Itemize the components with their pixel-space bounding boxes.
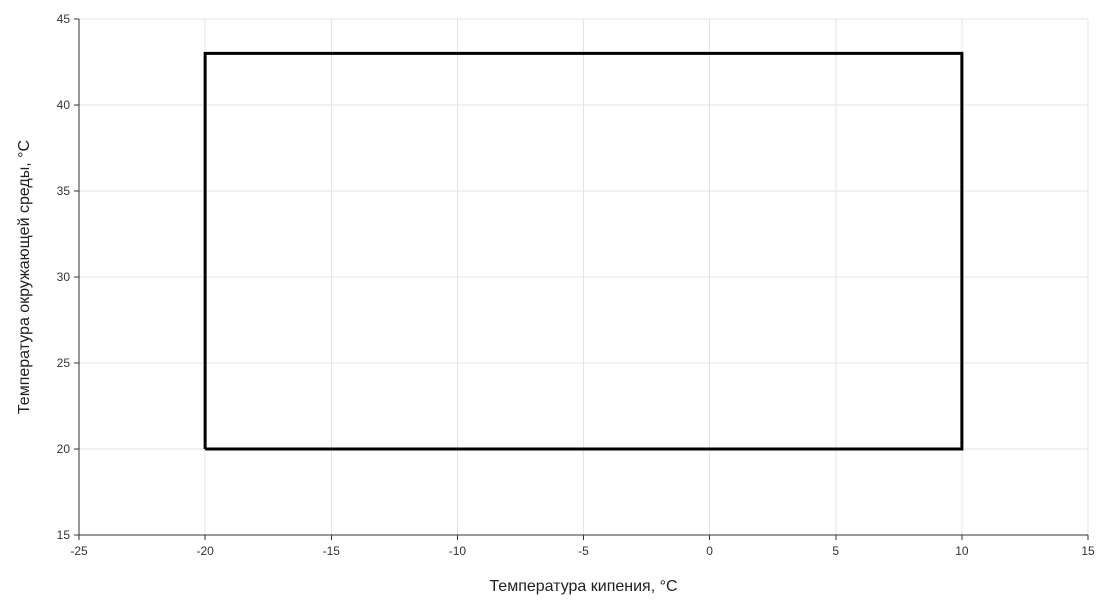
x-tick-label: 10 <box>955 544 969 558</box>
y-axis-title: Температура окружающей среды, °C <box>16 140 33 414</box>
operating-envelope-line <box>203 51 964 451</box>
x-tick-label: -20 <box>196 544 214 558</box>
x-tick-label: 5 <box>832 544 839 558</box>
x-tick-label: -5 <box>578 544 589 558</box>
y-tick-label: 20 <box>57 442 71 456</box>
y-tick-label: 45 <box>57 12 71 26</box>
x-tick-label: 15 <box>1081 544 1095 558</box>
y-ticks: 15 20 25 30 35 40 45 <box>57 12 79 542</box>
x-tick-label: -25 <box>70 544 88 558</box>
x-ticks: -25 -20 -15 -10 -5 0 5 10 15 <box>70 535 1095 558</box>
y-tick-label: 15 <box>57 528 71 542</box>
grid <box>78 18 1089 536</box>
x-tick-label: -10 <box>449 544 467 558</box>
y-tick-label: 40 <box>57 98 71 112</box>
y-tick-label: 25 <box>57 356 71 370</box>
x-axis-title: Температура кипения, °C <box>489 578 677 595</box>
x-tick-label: 0 <box>706 544 713 558</box>
y-tick-label: 30 <box>57 270 71 284</box>
series <box>203 51 964 451</box>
y-tick-label: 35 <box>57 184 71 198</box>
x-tick-label: -15 <box>323 544 341 558</box>
